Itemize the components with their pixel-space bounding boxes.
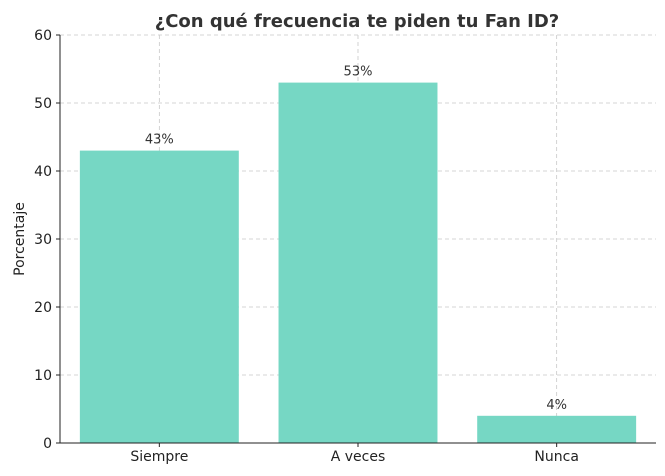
y-tick-label: 30 xyxy=(34,232,52,248)
data-label: 4% xyxy=(546,398,567,413)
data-label: 53% xyxy=(344,65,373,80)
x-ticks: Siempre A veces Nunca xyxy=(130,443,579,465)
data-labels: 43% 53% 4% xyxy=(145,65,567,413)
x-tick-label: Siempre xyxy=(130,449,188,465)
chart-title: ¿Con qué frecuencia te piden tu Fan ID? xyxy=(155,11,560,32)
bar-siempre xyxy=(79,150,239,443)
data-label: 43% xyxy=(145,133,174,148)
y-tick-label: 50 xyxy=(34,96,52,112)
bars xyxy=(79,82,637,443)
y-tick-label: 0 xyxy=(43,436,52,452)
bar-a-veces xyxy=(278,82,438,443)
y-axis-label: Porcentaje xyxy=(12,202,28,276)
x-tick-label: Nunca xyxy=(534,449,579,465)
y-tick-label: 10 xyxy=(34,368,52,384)
y-tick-label: 40 xyxy=(34,164,52,180)
y-ticks: 0 10 20 30 40 50 60 xyxy=(34,28,60,452)
y-tick-label: 20 xyxy=(34,300,52,316)
x-tick-label: A veces xyxy=(331,449,386,465)
bar-nunca xyxy=(477,415,637,443)
y-tick-label: 60 xyxy=(34,28,52,44)
